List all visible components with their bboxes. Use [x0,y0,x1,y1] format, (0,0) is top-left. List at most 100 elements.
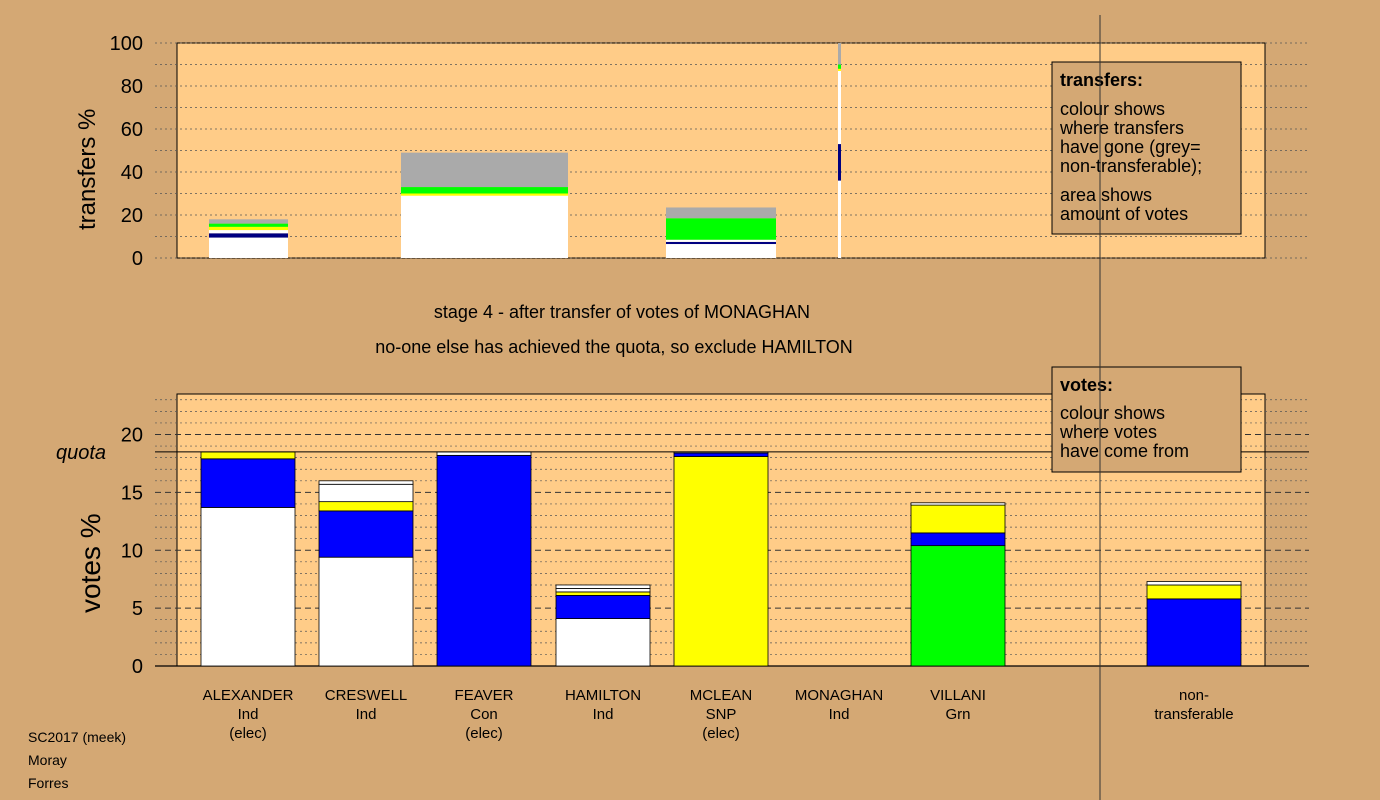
transfer-segment [401,195,568,258]
candidate-label: Ind [238,706,259,723]
y-tick-label: 20 [121,425,143,447]
vote-segment [555,591,651,596]
y-tick-label: 40 [121,162,143,184]
candidate-label: Ind [356,706,377,723]
candidate-label: HAMILTON [565,687,641,704]
y-tick-label: 80 [121,76,143,98]
votes-bars [200,451,1242,667]
transfer-segment [401,193,568,196]
transfers-legend-line: amount of votes [1060,204,1188,224]
stage-line-1: stage 4 - after transfer of votes of MON… [434,302,810,322]
vote-segment [318,556,414,667]
candidate-label: CRESWELL [325,687,408,704]
transfer-segment [209,219,288,224]
candidate-label: Ind [593,706,614,723]
y-tick-label: 0 [132,248,143,270]
vote-segment [200,458,296,508]
transfer-segment [209,230,288,234]
candidate-label: (elec) [229,725,267,742]
transfer-segment [209,233,288,238]
quota-label: quota [56,442,106,464]
transfer-segment [401,152,568,188]
vote-segment [673,452,769,457]
transfer-segment [209,223,288,227]
transfers-legend-line: where transfers [1059,118,1184,138]
vote-segment [1146,584,1242,600]
transfer-segment [666,244,776,258]
transfers-legend-line: area shows [1060,185,1152,205]
vote-segment [318,510,414,558]
vote-segment [673,456,769,667]
transfer-segment [666,241,776,245]
vote-segment [318,483,414,503]
vote-segment [1146,598,1242,667]
candidate-label: SNP [706,706,737,723]
candidate-label: Ind [829,706,850,723]
candidate-label: FEAVER [455,687,514,704]
stage-line-2: no-one else has achieved the quota, so e… [375,337,853,357]
transfers-legend: transfers: colour shows where transfers … [1051,61,1242,235]
y-tick-label: 5 [132,598,143,620]
transfers-bars [209,43,841,258]
transfers-y-axis: 0 20 40 60 80 100 [110,33,143,270]
transfer-segment [401,187,568,194]
transfer-segment [838,43,841,65]
vote-segment [1146,581,1242,586]
vote-segment [436,454,532,667]
vote-segment [910,545,1006,667]
vote-segment [910,532,1006,547]
vote-segment [555,618,651,667]
votes-legend: votes: colour shows where votes have com… [1051,366,1242,473]
transfer-segment [209,226,288,231]
footer-line-1: SC2017 (meek) [28,729,126,745]
transfers-y-label: transfers % [74,109,101,230]
vote-segment [910,502,1006,506]
vote-segment [318,480,414,485]
candidate-label: Grn [945,706,970,723]
transfer-segment [838,68,841,71]
y-tick-label: 100 [110,33,143,55]
transfers-legend-title: transfers: [1060,70,1143,90]
y-tick-label: 10 [121,540,143,562]
vote-segment [200,507,296,667]
votes-y-label: votes % [75,513,106,613]
transfer-segment [838,180,841,258]
candidate-label: (elec) [465,725,503,742]
transfers-legend-line: non-transferable); [1060,156,1202,176]
footer-line-2: Moray [28,752,67,768]
vote-segment [555,594,651,619]
transfer-segment [838,64,841,69]
y-tick-label: 15 [121,482,143,504]
transfer-segment [666,239,776,242]
candidate-label: Con [470,706,498,723]
votes-y-axis: 0 5 10 15 20 [121,425,143,678]
vote-segment [555,584,651,589]
candidate-label: non- [1179,687,1209,704]
candidate-label: VILLANI [930,687,986,704]
y-tick-label: 0 [132,656,143,678]
candidate-label: MONAGHAN [795,687,883,704]
votes-x-axis: ALEXANDER Ind (elec) CRESWELL Ind FEAVER Con (e… [203,687,1234,742]
votes-legend-line: where votes [1059,422,1157,442]
candidate-label: MCLEAN [690,687,753,704]
candidate-label: (elec) [702,725,740,742]
votes-legend-line: colour shows [1060,403,1165,423]
transfer-segment [666,207,776,219]
y-tick-label: 20 [121,205,143,227]
candidate-label: transferable [1154,706,1233,723]
votes-legend-line: have come from [1060,441,1189,461]
transfer-segment [666,218,776,240]
candidate-label: ALEXANDER [203,687,294,704]
votes-legend-title: votes: [1060,375,1113,395]
vote-segment [910,504,1006,534]
transfer-segment [838,144,841,181]
vote-segment [436,451,532,456]
vote-segment [318,501,414,512]
transfer-segment [209,237,288,258]
vote-segment [555,588,651,593]
y-tick-label: 60 [121,119,143,141]
transfers-legend-line: colour shows [1060,99,1165,119]
footer-line-3: Forres [28,775,68,791]
transfer-segment [838,70,841,145]
